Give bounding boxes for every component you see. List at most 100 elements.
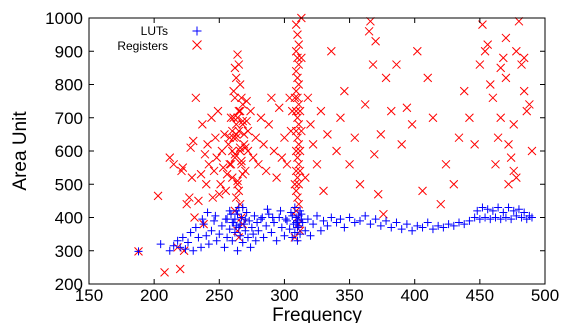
luts-point	[215, 230, 224, 239]
registers-point	[509, 166, 519, 176]
luts-point	[296, 206, 305, 215]
luts-point	[499, 208, 508, 217]
luts-point	[327, 213, 336, 222]
luts-point	[191, 223, 200, 232]
luts-point	[392, 218, 401, 227]
registers-point	[240, 143, 250, 153]
luts-point	[232, 221, 241, 230]
luts-point	[465, 216, 474, 225]
registers-point	[177, 166, 186, 176]
luts-point	[509, 206, 518, 215]
luts-point	[242, 208, 251, 217]
luts-point	[243, 233, 252, 242]
registers-point	[511, 173, 521, 182]
luts-point	[264, 210, 273, 219]
luts-point	[259, 233, 268, 242]
luts-point	[225, 225, 234, 234]
registers-point	[230, 93, 240, 103]
registers-point	[179, 246, 189, 256]
luts-point	[292, 218, 301, 227]
registers-point	[231, 120, 241, 129]
registers-point	[233, 176, 242, 186]
registers-point	[294, 199, 304, 209]
luts-point	[366, 220, 375, 229]
luts-point	[199, 220, 208, 229]
luts-point	[254, 226, 263, 235]
luts-point	[512, 211, 521, 220]
luts-point	[246, 243, 255, 252]
luts-point	[319, 216, 328, 225]
legend-label-registers: Registers	[117, 39, 168, 53]
registers-point	[470, 139, 479, 149]
luts-point	[423, 218, 432, 227]
luts-point	[184, 238, 193, 247]
registers-point	[514, 16, 524, 26]
luts-point	[473, 206, 482, 215]
luts-point	[413, 221, 422, 230]
luts-point	[496, 215, 505, 224]
luts-point	[238, 238, 247, 247]
registers-point	[525, 100, 534, 109]
registers-point	[504, 139, 513, 149]
luts-point	[178, 233, 187, 242]
luts-point	[176, 243, 185, 252]
luts-point	[470, 213, 479, 222]
registers-point	[226, 159, 236, 169]
registers-point	[336, 113, 345, 123]
y-tick-label: 300	[55, 242, 83, 261]
registers-point	[504, 179, 513, 189]
registers-point	[511, 46, 521, 56]
luts-point	[173, 236, 182, 245]
luts-point	[225, 206, 234, 215]
registers-point	[201, 179, 211, 189]
registers-point	[225, 133, 235, 143]
x-axis-title: Frequency	[272, 305, 362, 323]
luts-point	[306, 231, 315, 240]
registers-point	[319, 186, 328, 196]
registers-point	[194, 196, 203, 206]
registers-point	[272, 173, 281, 182]
registers-point	[496, 63, 506, 73]
luts-point	[501, 213, 510, 222]
registers-point	[233, 50, 242, 59]
registers-point	[237, 156, 246, 166]
registers-point	[237, 159, 246, 169]
registers-point	[483, 40, 493, 49]
ticks-layer: 150 200 250 300 350 400 450 5002003004005006007…	[45, 9, 559, 305]
registers-point	[306, 120, 315, 129]
luts-point	[245, 216, 254, 225]
y-tick-label: 500	[55, 175, 83, 194]
registers-point	[326, 46, 336, 56]
registers-point	[428, 113, 438, 123]
registers-point	[517, 60, 526, 69]
registers-point	[308, 139, 318, 149]
luts-point	[256, 215, 265, 224]
registers-point	[312, 159, 322, 169]
luts-point	[290, 203, 299, 212]
luts-point	[340, 223, 349, 232]
luts-point	[288, 211, 297, 220]
registers-point	[369, 149, 379, 159]
luts-point	[233, 210, 242, 219]
registers-point	[229, 113, 238, 123]
luts-point	[277, 223, 286, 232]
registers-point	[160, 268, 169, 277]
registers-point	[246, 106, 255, 116]
registers-point	[459, 86, 469, 96]
registers-point	[238, 169, 248, 179]
registers-point	[475, 60, 485, 69]
luts-point	[202, 231, 211, 240]
registers-point	[294, 40, 304, 49]
luts-point	[220, 243, 229, 252]
x-tick-label: 500	[531, 286, 559, 305]
luts-point	[296, 230, 305, 239]
luts-point	[251, 236, 260, 245]
registers-point	[188, 136, 198, 146]
registers-point	[501, 73, 511, 83]
registers-point	[235, 80, 245, 89]
registers-point	[449, 179, 459, 189]
luts-point	[517, 213, 526, 222]
registers-point	[297, 53, 306, 63]
